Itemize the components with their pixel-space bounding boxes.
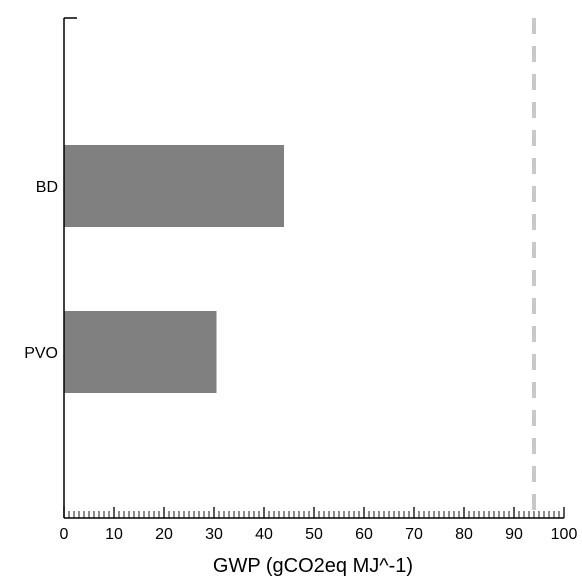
x-axis-title: GWP (gCO2eq MJ^-1)	[213, 555, 413, 577]
x-tick-label-80: 80	[455, 526, 473, 543]
x-tick-label-40: 40	[255, 526, 273, 543]
category-labels: BD PVO	[24, 179, 58, 362]
x-tick-label-50: 50	[305, 526, 323, 543]
bars	[64, 145, 284, 393]
x-tick-label-90: 90	[505, 526, 523, 543]
x-tick-label-10: 10	[105, 526, 123, 543]
x-tick-label-100: 100	[551, 526, 578, 543]
x-tick-label-20: 20	[155, 526, 173, 543]
bar-bd	[64, 145, 284, 227]
bar-pvo	[64, 311, 217, 393]
category-label-bd: BD	[36, 179, 58, 196]
y-axis	[63, 17, 77, 518]
x-tick-label-0: 0	[60, 526, 69, 543]
x-tick-label-60: 60	[355, 526, 373, 543]
x-tick-label-70: 70	[405, 526, 423, 543]
x-axis: 0 10 20 30 40 50 60 70 80 90 100	[60, 507, 578, 543]
category-label-pvo: PVO	[24, 345, 58, 362]
x-tick-label-30: 30	[205, 526, 223, 543]
